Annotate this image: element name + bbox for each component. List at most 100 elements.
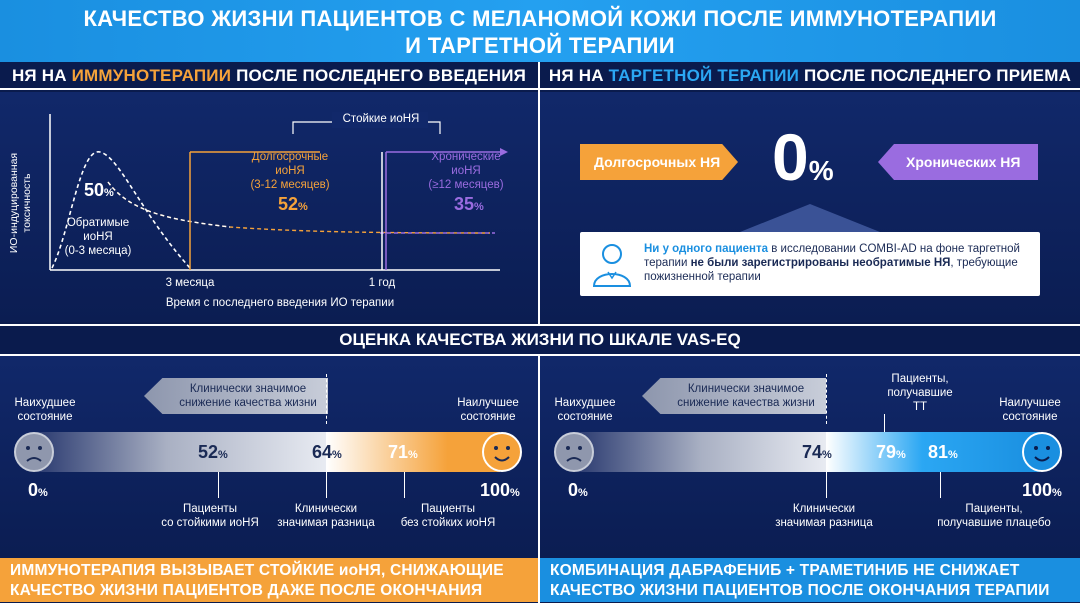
right-top-heading: НЯ НА ТАРГЕТНОЙ ТЕРАПИИ ПОСЛЕ ПОСЛЕДНЕГО… — [540, 62, 1080, 90]
label-line: ТТ — [912, 401, 928, 413]
divider-dash — [826, 374, 827, 424]
heading-accent: ИММУНОТЕРАПИИ — [71, 66, 232, 85]
label-line: получавшие плацебо — [937, 517, 1051, 529]
sad-face-icon — [554, 432, 594, 472]
pct-sign: % — [104, 187, 114, 199]
label-line: значимая разница — [775, 517, 873, 529]
person-icon — [592, 244, 632, 287]
left-top-heading: НЯ НА ИММУНОТЕРАПИИ ПОСЛЕ ПОСЛЕДНЕГО ВВЕ… — [0, 62, 538, 90]
label-79: Пациенты, получавшие ТТ — [878, 372, 962, 414]
value: 50 — [84, 180, 105, 200]
y-axis-label: ИО-индуцированная токсичность — [2, 152, 38, 253]
banner-line: ИММУНОТЕРАПИЯ ВЫЗЫВАЕТ СТОЙКИЕ иоНЯ, СНИ… — [10, 562, 504, 579]
pct-sign: % — [578, 487, 588, 499]
label-line: Наихудшее — [554, 397, 616, 409]
label-line: значимая разница — [277, 517, 375, 529]
note-box: Ни у одного пациента в исследовании COMB… — [580, 232, 1040, 296]
chronic-arrow-icon — [500, 148, 508, 156]
zero-pct: 0% — [772, 122, 834, 206]
label-71: Пациенты без стойких иоНЯ — [388, 502, 508, 530]
reversible-curve — [51, 151, 191, 269]
qol-bar-blue — [826, 432, 1040, 472]
tick-81 — [940, 472, 941, 498]
label-64: Клинически значимая разница — [268, 502, 384, 530]
pct-sign: % — [298, 201, 308, 213]
label-line: Долгосрочные — [251, 151, 329, 163]
pct-sign: % — [332, 449, 342, 461]
label-line: Пациенты, — [891, 373, 949, 385]
value: 64 — [312, 442, 333, 462]
pct-sign: % — [408, 449, 418, 461]
label-line: Пациенты, — [965, 503, 1023, 515]
note-part: в исследовании COMBI-AD на фоне таргетно… — [644, 243, 1020, 269]
chronic-ae-badge: Хронических НЯ — [878, 144, 1038, 180]
label-line: (0-3 месяца) — [64, 245, 132, 257]
longterm-label: Долгосрочные иоНЯ (3-12 месяцев) — [240, 150, 340, 192]
heading-text: НЯ НА — [548, 66, 609, 85]
conclusion-banner-right: КОМБИНАЦИЯ ДАБРАФЕНИБ + ТРАМЕТИНИБ НЕ СН… — [540, 558, 1080, 602]
value: 0 — [772, 120, 809, 194]
banner-line: КАЧЕСТВО ЖИЗНИ ПАЦИЕНТОВ ДАЖЕ ПОСЛЕ ОКОН… — [10, 582, 483, 603]
value: 52 — [198, 442, 219, 462]
label-line: (≥12 месяцев) — [428, 179, 504, 191]
label-line: (3-12 месяцев) — [250, 179, 330, 191]
scale-max: 100% — [1022, 480, 1062, 501]
label-line: состояние — [557, 411, 613, 423]
label-line: состояние — [1002, 411, 1058, 423]
label-line: со стойкими иоНЯ — [161, 517, 259, 529]
pct-sign: % — [948, 449, 958, 461]
pct-sign: % — [1052, 487, 1062, 499]
x-axis-label: Время с последнего введения ИО терапии — [165, 297, 395, 309]
label-line: иоНЯ — [83, 231, 113, 243]
label-line: Наилучшее — [457, 397, 519, 409]
tick-52 — [218, 472, 219, 498]
label-line: состояние — [460, 411, 516, 423]
pct-sign: % — [896, 449, 906, 461]
decline-text: Клинически значимое снижение качества жи… — [168, 382, 328, 410]
value: 0 — [568, 480, 579, 500]
label-line: получавшие — [887, 387, 953, 399]
scale-min: 0% — [28, 480, 48, 501]
label-52: Пациенты со стойкими иоНЯ — [150, 502, 270, 530]
chronic-pct: 35% — [454, 194, 484, 215]
value-74: 74% — [802, 442, 832, 463]
qol-bar-grey — [576, 432, 826, 472]
value: 100 — [1022, 480, 1053, 500]
value: 79 — [876, 442, 897, 462]
label-line: иоНЯ — [275, 165, 305, 177]
label-line: без стойких иоНЯ — [400, 517, 496, 529]
qol-heading: ОЦЕНКА КАЧЕСТВА ЖИЗНИ ПО ШКАЛЕ VAS-EQ — [0, 324, 1080, 356]
worst-label: Наихудшее состояние — [550, 396, 620, 424]
value-79: 79% — [876, 442, 906, 463]
heading-accent: ТАРГЕТНОЙ ТЕРАПИИ — [608, 66, 800, 85]
note-part: , требующие пожизненной терапии — [644, 257, 1018, 283]
tick-1-year: 1 год — [368, 277, 396, 289]
decline-arrow: Клинически значимое снижение качества жи… — [642, 378, 826, 414]
pct-sign: % — [474, 201, 484, 213]
pct-sign: % — [218, 449, 228, 461]
label-line: Пациенты — [421, 503, 475, 515]
decline-arrow: Клинически значимое снижение качества жи… — [144, 378, 328, 414]
value: 0 — [28, 480, 39, 500]
heading-text: ПОСЛЕ ПОСЛЕДНЕГО ПРИЕМА — [799, 66, 1072, 85]
arrow-line: снижение качества жизни — [677, 397, 815, 409]
scale-max: 100% — [480, 480, 520, 501]
longterm-ae-badge: Долгосрочных НЯ — [580, 144, 738, 180]
arrow-line: Клинически значимое — [687, 383, 805, 395]
banner-line: КОМБИНАЦИЯ ДАБРАФЕНИБ + ТРАМЕТИНИБ НЕ СН… — [550, 562, 1020, 579]
label-line: Наихудшее — [14, 397, 76, 409]
best-label: Наилучшее состояние — [448, 396, 528, 424]
qol-bar-grey — [36, 432, 326, 472]
happy-face-icon — [1022, 432, 1062, 472]
value: 71 — [388, 442, 409, 462]
value: 52 — [278, 194, 299, 214]
label-line: Клинически — [792, 503, 856, 515]
pointer-triangle — [740, 204, 880, 232]
note-text: Ни у одного пациента в исследовании COMB… — [644, 242, 1034, 284]
pct-sign: % — [38, 487, 48, 499]
toxicity-chart — [49, 112, 508, 271]
label-line: Обратимые — [66, 217, 130, 229]
note-bold: не были зарегистрированы необратимые НЯ — [690, 257, 951, 269]
pct-sign: % — [808, 155, 834, 186]
tick-74 — [826, 472, 827, 498]
